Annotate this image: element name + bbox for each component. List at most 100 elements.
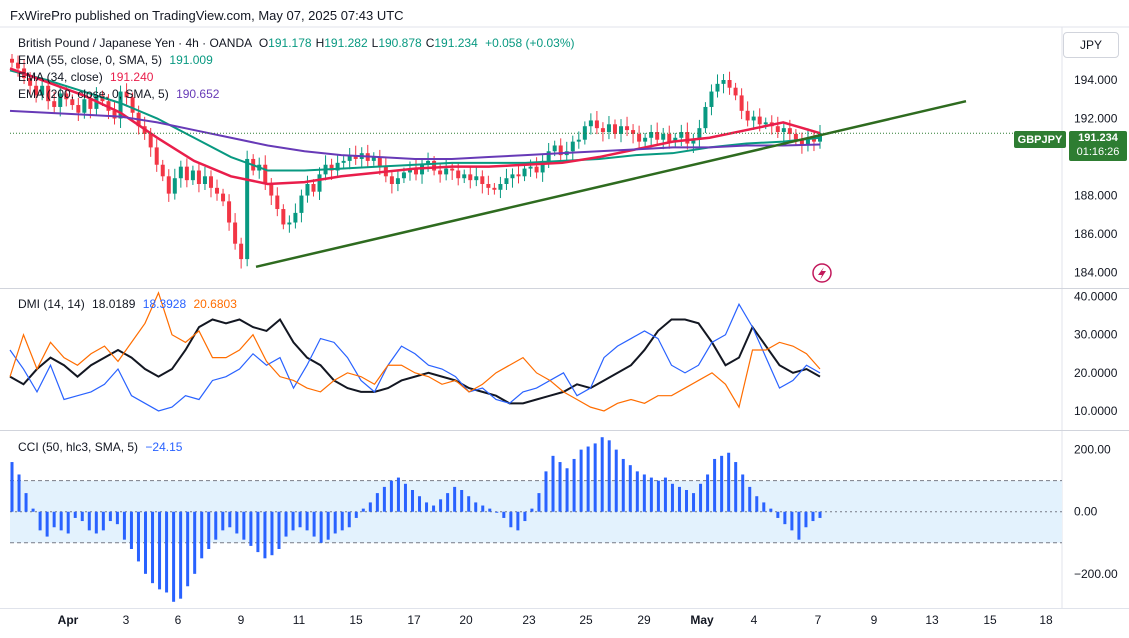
- cci-bar: [375, 493, 379, 512]
- candle-body: [510, 174, 515, 179]
- cci-bar: [425, 502, 429, 512]
- cci-tick-label: −200.00: [1074, 567, 1118, 581]
- candle-body: [576, 139, 581, 142]
- cci-bar: [579, 449, 583, 512]
- candle-body: [498, 184, 503, 190]
- candle-body: [552, 145, 557, 152]
- candle-body: [727, 80, 732, 88]
- cci-bar: [544, 471, 548, 512]
- candle-body: [124, 91, 129, 98]
- cci-bar: [516, 511, 520, 531]
- ohlc-h-value: 191.282: [324, 36, 368, 50]
- cci-bar: [368, 502, 372, 512]
- cci-bar: [228, 511, 232, 528]
- candle-body: [745, 110, 750, 121]
- dmi-line-0: [9, 317, 821, 405]
- lightning-bolt-shape: [818, 267, 826, 280]
- cci-bar: [685, 490, 689, 512]
- cci-bar: [242, 511, 246, 540]
- cci-bar: [410, 490, 414, 512]
- candle-body: [420, 164, 425, 175]
- cci-bar: [108, 511, 112, 522]
- candle-body: [558, 145, 563, 156]
- candle-body: [112, 110, 117, 119]
- candle-body: [606, 124, 611, 132]
- cci-bar: [741, 474, 745, 512]
- candle-body: [751, 116, 756, 121]
- candle-body: [281, 209, 286, 225]
- candle-body: [64, 93, 69, 100]
- candle-body: [673, 137, 678, 142]
- candle-body: [709, 91, 714, 107]
- cci-bar: [628, 465, 632, 512]
- candle-body: [679, 132, 684, 138]
- cci-bar: [298, 511, 302, 528]
- cci-bar: [453, 486, 457, 512]
- cci-bar: [614, 449, 618, 512]
- ema55-value: 191.009: [169, 53, 213, 67]
- last-price-badge: 191.234 01:16:26: [1069, 131, 1127, 161]
- ema-line-0: [9, 69, 821, 172]
- candle-body: [34, 85, 39, 96]
- dmi-minus-di-value: 20.6803: [193, 297, 237, 311]
- cci-bar: [692, 493, 696, 512]
- time-tick-label: 9: [871, 613, 878, 627]
- candle-body: [456, 170, 461, 179]
- cci-value: −24.15: [145, 440, 183, 454]
- cci-bar: [509, 511, 513, 528]
- ema-line-2: [9, 109, 821, 160]
- candle-body: [462, 174, 467, 179]
- candle-body: [643, 137, 648, 142]
- candle-body: [685, 132, 690, 144]
- candle-body: [395, 178, 400, 184]
- candle-body: [739, 95, 744, 111]
- candle-body: [263, 164, 268, 184]
- candle-body: [818, 133, 822, 142]
- candle-body: [299, 195, 304, 213]
- candle-body: [715, 83, 720, 92]
- candle-body: [414, 168, 418, 175]
- cci-bar: [467, 496, 471, 512]
- dmi-line-2: [9, 291, 821, 412]
- candle-body: [649, 132, 654, 138]
- candle-body: [88, 99, 93, 109]
- time-tick-label: 23: [522, 613, 536, 627]
- cci-bar: [158, 511, 162, 590]
- cci-bar: [565, 468, 569, 512]
- cci-label: CCI (50, hlc3, SMA, 5): [18, 440, 139, 454]
- main-legend: British Pound / Japanese Yen · 4h · OAND…: [18, 36, 575, 50]
- candle-body: [46, 85, 51, 102]
- candle-body: [667, 133, 672, 142]
- cci-bar: [755, 496, 759, 512]
- candle-body: [233, 222, 238, 244]
- cci-bar: [558, 462, 562, 512]
- cci-bar: [677, 486, 681, 512]
- price-tick-label: 194.000: [1074, 73, 1118, 87]
- candle-body: [371, 157, 376, 161]
- dmi-line-1: [9, 302, 821, 412]
- candle-body: [733, 87, 738, 96]
- candle-body: [178, 166, 183, 179]
- cci-bar: [284, 511, 288, 537]
- candle-body: [450, 168, 455, 171]
- ema34-value: 191.240: [110, 70, 154, 84]
- cci-bar: [256, 511, 260, 553]
- currency-button[interactable]: JPY: [1063, 32, 1119, 58]
- cci-bar: [122, 511, 126, 540]
- candle-body: [335, 162, 340, 171]
- cci-bar: [537, 493, 541, 512]
- candle-body: [775, 126, 780, 132]
- cci-bar: [783, 511, 787, 525]
- cci-bar: [713, 458, 717, 512]
- candle-body: [516, 174, 521, 177]
- cci-bar: [734, 462, 738, 512]
- candle-body: [377, 157, 382, 167]
- candle-body: [215, 187, 220, 194]
- cci-bar: [607, 440, 611, 512]
- candle-body: [637, 133, 642, 142]
- cci-bar: [207, 511, 211, 549]
- ema-line-1: [9, 67, 821, 186]
- dmi-tick-label: 40.0000: [1074, 290, 1118, 304]
